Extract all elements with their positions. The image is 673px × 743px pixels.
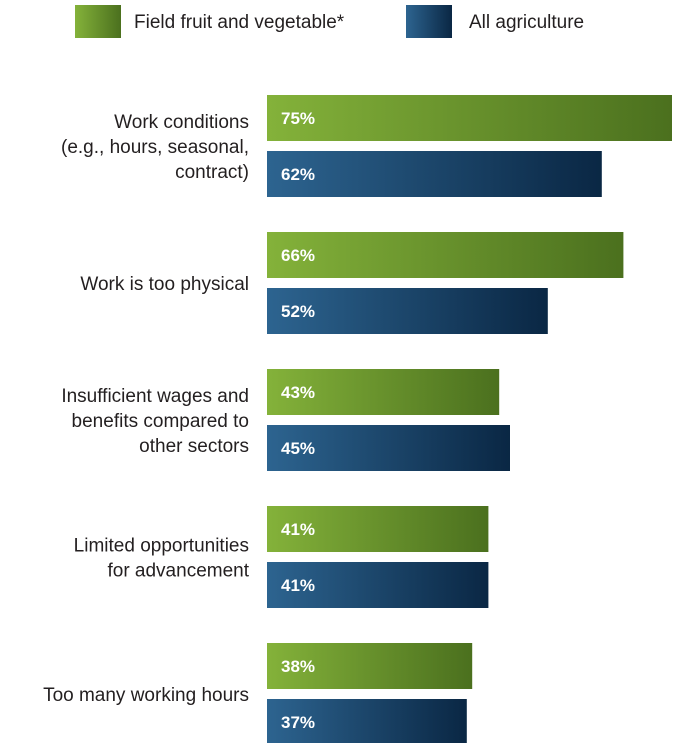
category-label-line: Too many working hours: [43, 685, 249, 706]
category-label-2: Insufficient wages and benefits compared …: [61, 386, 249, 457]
category-label-line: Insufficient wages and: [61, 386, 249, 407]
value-label-field-fruit-4: 38%: [281, 657, 315, 676]
value-label-all-agriculture-1: 52%: [281, 302, 315, 321]
chart-legend: Field fruit and vegetable* All agricultu…: [75, 5, 584, 38]
value-label-all-agriculture-2: 45%: [281, 439, 315, 458]
legend-swatch-field-fruit: [75, 5, 121, 38]
category-label-line: Work conditions: [114, 112, 249, 133]
category-label-line: Limited opportunities: [74, 536, 249, 557]
value-label-field-fruit-2: 43%: [281, 383, 315, 402]
value-label-field-fruit-0: 75%: [281, 109, 315, 128]
bar-all-agriculture-0: [267, 151, 602, 197]
legend-label-all-agriculture: All agriculture: [469, 12, 584, 33]
value-label-field-fruit-3: 41%: [281, 520, 315, 539]
category-label-4: Too many working hours: [43, 685, 249, 706]
category-label-line: other sectors: [139, 436, 249, 457]
bar-all-agriculture-3: [267, 562, 489, 608]
value-label-all-agriculture-0: 62%: [281, 165, 315, 184]
legend-label-field-fruit: Field fruit and vegetable*: [134, 12, 345, 33]
bar-field-fruit-4: [267, 643, 473, 689]
plot-area: 75% 62% Work conditions (e.g., hours, seaso…: [43, 95, 672, 743]
category-label-line: Work is too physical: [80, 274, 249, 295]
value-label-all-agriculture-3: 41%: [281, 576, 315, 595]
value-label-all-agriculture-4: 37%: [281, 713, 315, 732]
category-label-line: (e.g., hours, seasonal,: [61, 137, 249, 158]
bar-all-agriculture-2: [267, 425, 510, 471]
category-label-0: Work conditions (e.g., hours, seasonal, co…: [61, 112, 249, 183]
category-label-line: benefits compared to: [72, 411, 249, 432]
bar-all-agriculture-4: [267, 699, 467, 743]
value-label-field-fruit-1: 66%: [281, 246, 315, 265]
legend-swatch-all-agriculture: [406, 5, 452, 38]
bar-all-agriculture-1: [267, 288, 548, 334]
bar-field-fruit-3: [267, 506, 489, 552]
category-label-line: contract): [175, 162, 249, 183]
category-label-1: Work is too physical: [80, 274, 249, 295]
bar-field-fruit-1: [267, 232, 624, 278]
category-label-line: for advancement: [107, 561, 249, 582]
bar-field-fruit-0: [267, 95, 672, 141]
bar-field-fruit-2: [267, 369, 500, 415]
category-label-3: Limited opportunities for advancement: [74, 536, 250, 582]
